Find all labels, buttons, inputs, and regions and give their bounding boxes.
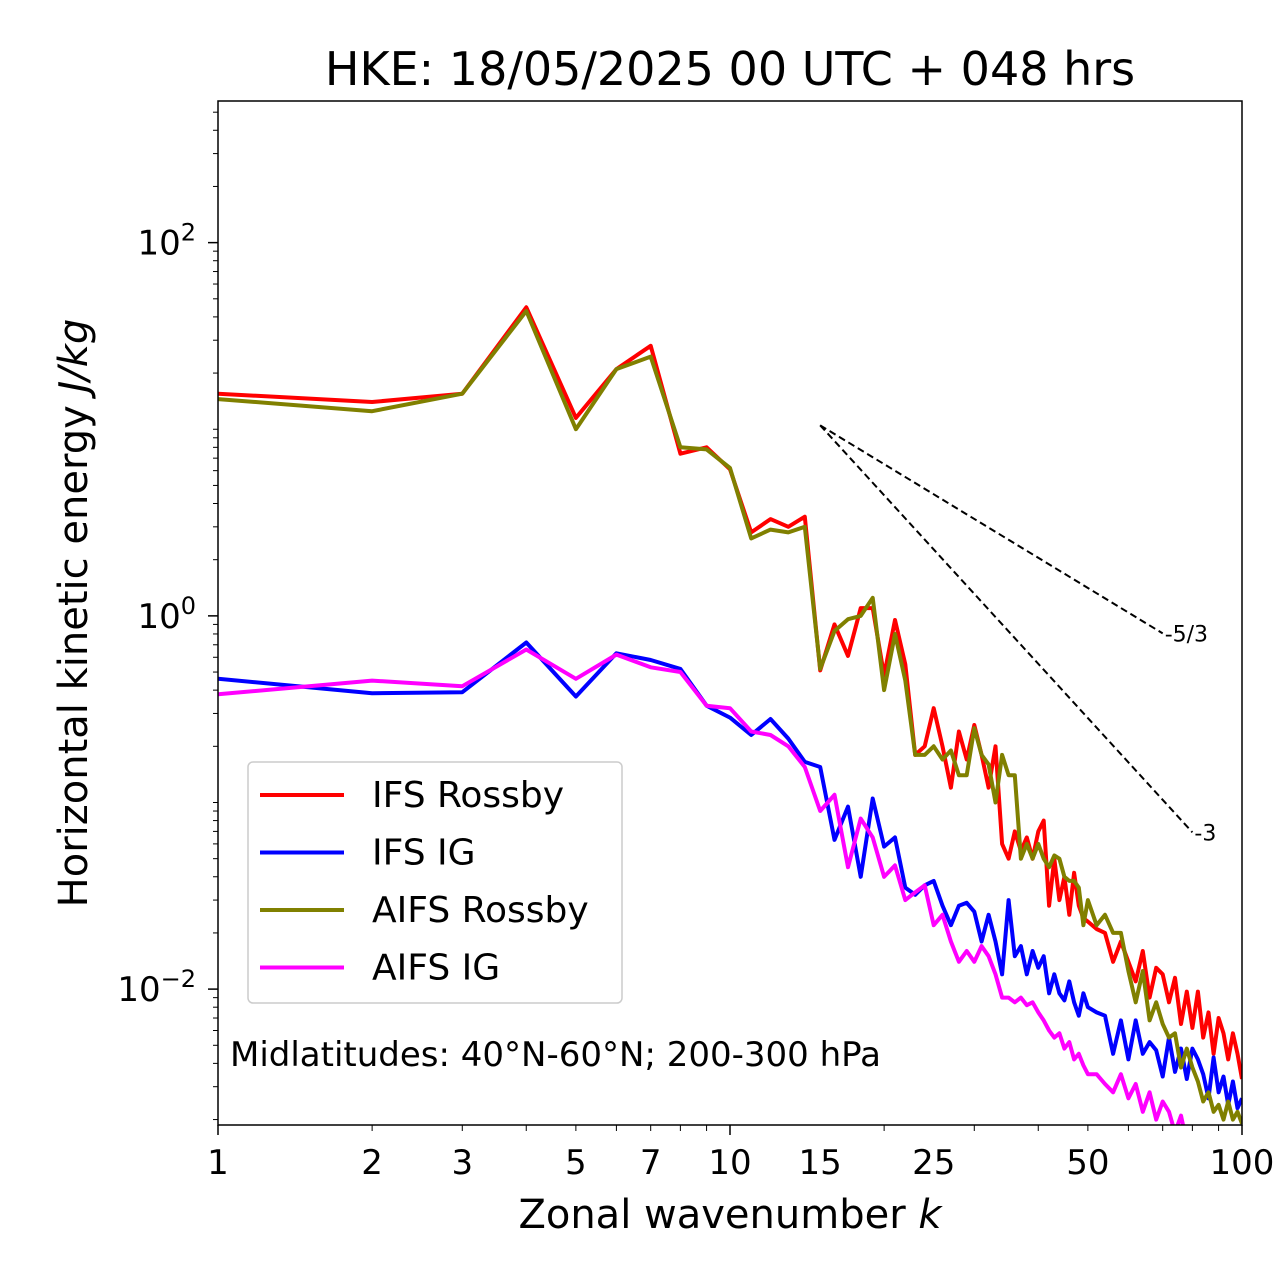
x-tick-labels: 1 2 3 5 7 10 15 25 50 100 [207, 1143, 1274, 1183]
legend-label: AIFS Rossby [372, 890, 589, 931]
x-tick-label: 25 [912, 1143, 955, 1183]
region-annotation: Midlatitudes: 40°N-60°N; 200-300 hPa [230, 1035, 881, 1075]
chart-title: HKE: 18/05/2025 00 UTC + 048 hrs [325, 42, 1135, 96]
series-line [218, 647, 1186, 1125]
legend: IFS Rossby IFS IG AIFS Rossby AIFS IG [247, 761, 623, 1004]
slope-label: -5/3 [1165, 622, 1208, 647]
slope-label: -3 [1194, 821, 1216, 846]
legend-box [247, 761, 623, 1004]
x-tick-label: 2 [361, 1143, 383, 1183]
x-tick-label: 1 [207, 1143, 229, 1183]
slope-line [819, 424, 1194, 833]
plot-frame [217, 100, 1243, 1126]
series-line [218, 305, 1242, 1080]
series-lines [218, 305, 1242, 1125]
x-tick-label: 3 [451, 1143, 473, 1183]
x-tick-label: 50 [1066, 1143, 1109, 1183]
x-tick-label: 5 [565, 1143, 587, 1183]
x-tick-label: 10 [708, 1143, 751, 1183]
y-tick-labels: 102 100 10−2 [117, 219, 196, 1010]
slope-line [819, 424, 1164, 635]
y-tick-label: 102 [137, 219, 196, 264]
series-line [218, 309, 1242, 1125]
legend-label: IFS Rossby [372, 775, 564, 816]
legend-label: AIFS IG [372, 948, 500, 989]
legend-label: IFS IG [372, 833, 476, 874]
x-axis-label: Zonal wavenumber k [518, 1192, 943, 1238]
axis-ticks [208, 111, 1243, 1135]
y-axis-label: Horizontal kinetic energy J/kg [51, 319, 97, 908]
x-tick-label: 7 [640, 1143, 662, 1183]
reference-slope-lines [819, 424, 1194, 833]
x-tick-label: 100 [1210, 1143, 1275, 1183]
x-tick-label: 15 [799, 1143, 842, 1183]
y-tick-label: 100 [137, 592, 196, 637]
y-tick-label: 10−2 [117, 965, 196, 1010]
